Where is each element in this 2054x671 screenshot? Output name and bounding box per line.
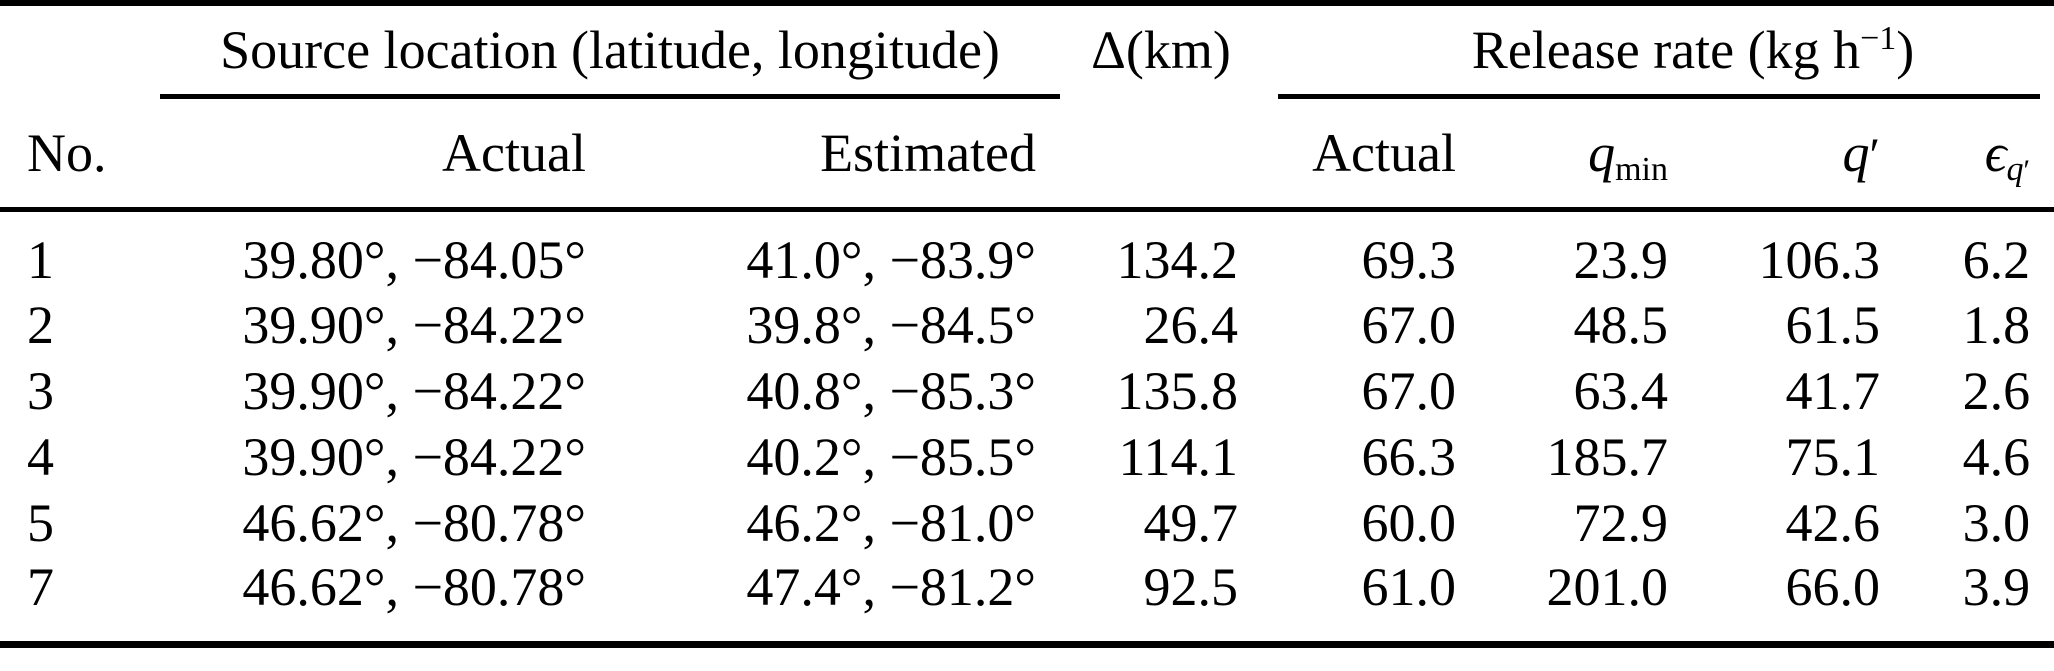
delta-km-cell: 26.4 bbox=[1143, 295, 1239, 355]
col-header-q-min: qmin bbox=[1480, 99, 1693, 212]
q-prime-cell: 66.0 bbox=[1785, 557, 1881, 618]
q-min-subscript: min bbox=[1615, 151, 1669, 189]
actual-rate-cell: 67.0 bbox=[1361, 361, 1457, 421]
q-min-cell: 23.9 bbox=[1573, 230, 1669, 291]
table-row: 7 46.62°, −80.78° 47.4°, −81.2° 92.5 61.… bbox=[0, 556, 2054, 644]
row-no: 4 bbox=[27, 427, 54, 487]
epsilon-q-prime-cell: 2.6 bbox=[1962, 361, 2031, 421]
row-no: 5 bbox=[27, 493, 54, 553]
q-min-cell: 48.5 bbox=[1573, 295, 1669, 355]
results-table: Source location (latitude, longitude) Δ(… bbox=[0, 0, 2054, 648]
q-prime-symbol: q bbox=[1842, 122, 1870, 183]
epsilon-q-prime-cell: 3.9 bbox=[1962, 557, 2031, 618]
col-header-estimated-location: Estimated bbox=[610, 99, 1061, 212]
q-prime-cell: 75.1 bbox=[1785, 427, 1881, 487]
actual-rate-cell: 60.0 bbox=[1361, 493, 1457, 553]
actual-rate-cell: 61.0 bbox=[1361, 557, 1457, 618]
estimated-location-cell: 40.8°, −85.3° bbox=[746, 361, 1037, 421]
epsilon-q-prime-cell: 6.2 bbox=[1962, 230, 2031, 291]
delta-km-cell: 135.8 bbox=[1116, 361, 1239, 421]
row-no: 3 bbox=[27, 361, 54, 421]
estimated-location-cell: 41.0°, −83.9° bbox=[746, 230, 1037, 291]
partial-rule-row bbox=[0, 94, 2054, 99]
estimated-location-cell: 47.4°, −81.2° bbox=[746, 557, 1037, 618]
epsilon-q-prime-cell: 1.8 bbox=[1962, 295, 2031, 355]
col-header-actual-rate: Actual bbox=[1262, 99, 1481, 212]
table-row: 4 39.90°, −84.22° 40.2°, −85.5° 114.1 66… bbox=[0, 424, 2054, 490]
estimated-location-cell: 40.2°, −85.5° bbox=[746, 427, 1037, 487]
actual-rate-cell: 69.3 bbox=[1361, 230, 1457, 291]
actual-rate-cell: 67.0 bbox=[1361, 295, 1457, 355]
epsilon-subscript: q′ bbox=[2006, 151, 2031, 189]
column-header-row: No. Actual Estimated Actual qmin q′ ϵq′ bbox=[0, 99, 2054, 212]
q-min-symbol: q bbox=[1588, 122, 1616, 183]
col-header-delta-spacer bbox=[1060, 99, 1263, 212]
row-no: 1 bbox=[27, 230, 54, 291]
epsilon-q-prime-cell: 3.0 bbox=[1962, 493, 2031, 553]
actual-location-cell: 39.90°, −84.22° bbox=[242, 361, 586, 421]
col-header-no: No. bbox=[0, 99, 160, 212]
estimated-location-cell: 39.8°, −84.5° bbox=[746, 295, 1037, 355]
release-rate-rule bbox=[1278, 94, 2041, 99]
q-prime-mark: ′ bbox=[1869, 128, 1881, 182]
delta-km-cell: 49.7 bbox=[1143, 493, 1239, 553]
row-no: 2 bbox=[27, 295, 54, 355]
col-header-q-prime: q′ bbox=[1692, 99, 1905, 212]
table-row: 2 39.90°, −84.22° 39.8°, −84.5° 26.4 67.… bbox=[0, 292, 2054, 358]
col-header-actual-location: Actual bbox=[160, 99, 610, 212]
table-row: 3 39.90°, −84.22° 40.8°, −85.3° 135.8 67… bbox=[0, 358, 2054, 424]
table-row: 5 46.62°, −80.78° 46.2°, −81.0° 49.7 60.… bbox=[0, 490, 2054, 556]
release-rate-label-suffix: ) bbox=[1896, 20, 1915, 80]
empty-corner-cell bbox=[0, 3, 160, 94]
table-row: 1 39.80°, −84.05° 41.0°, −83.9° 134.2 69… bbox=[0, 209, 2054, 292]
source-location-group-header: Source location (latitude, longitude) bbox=[220, 20, 1000, 80]
estimated-location-cell: 46.2°, −81.0° bbox=[746, 493, 1037, 553]
q-prime-cell: 61.5 bbox=[1785, 295, 1881, 355]
delta-km-cell: 92.5 bbox=[1143, 557, 1239, 618]
q-min-cell: 201.0 bbox=[1546, 557, 1669, 618]
actual-location-cell: 46.62°, −80.78° bbox=[242, 557, 586, 618]
actual-location-cell: 46.62°, −80.78° bbox=[242, 493, 586, 553]
delta-km-cell: 114.1 bbox=[1118, 427, 1239, 487]
source-location-rule bbox=[160, 94, 1061, 99]
q-min-cell: 185.7 bbox=[1546, 427, 1669, 487]
release-rate-exponent: −1 bbox=[1860, 20, 1897, 58]
row-no: 7 bbox=[27, 557, 54, 618]
delta-km-header: Δ(km) bbox=[1091, 20, 1231, 80]
q-min-cell: 63.4 bbox=[1573, 361, 1669, 421]
group-header-row: Source location (latitude, longitude) Δ(… bbox=[0, 3, 2054, 94]
q-prime-cell: 41.7 bbox=[1785, 361, 1881, 421]
actual-rate-cell: 66.3 bbox=[1361, 427, 1457, 487]
release-rate-group-header: Release rate (kg h−1) bbox=[1262, 3, 2054, 94]
actual-location-cell: 39.90°, −84.22° bbox=[242, 295, 586, 355]
q-prime-cell: 42.6 bbox=[1785, 493, 1881, 553]
q-min-cell: 72.9 bbox=[1573, 493, 1669, 553]
release-rate-label-prefix: Release rate (kg h bbox=[1471, 20, 1861, 80]
epsilon-q-prime-cell: 4.6 bbox=[1962, 427, 2031, 487]
q-prime-cell: 106.3 bbox=[1758, 230, 1881, 291]
actual-location-cell: 39.90°, −84.22° bbox=[242, 427, 586, 487]
col-header-epsilon-q-prime: ϵq′ bbox=[1904, 99, 2054, 212]
actual-location-cell: 39.80°, −84.05° bbox=[242, 230, 586, 291]
epsilon-symbol: ϵ bbox=[1984, 122, 2007, 183]
delta-km-cell: 134.2 bbox=[1116, 230, 1239, 291]
